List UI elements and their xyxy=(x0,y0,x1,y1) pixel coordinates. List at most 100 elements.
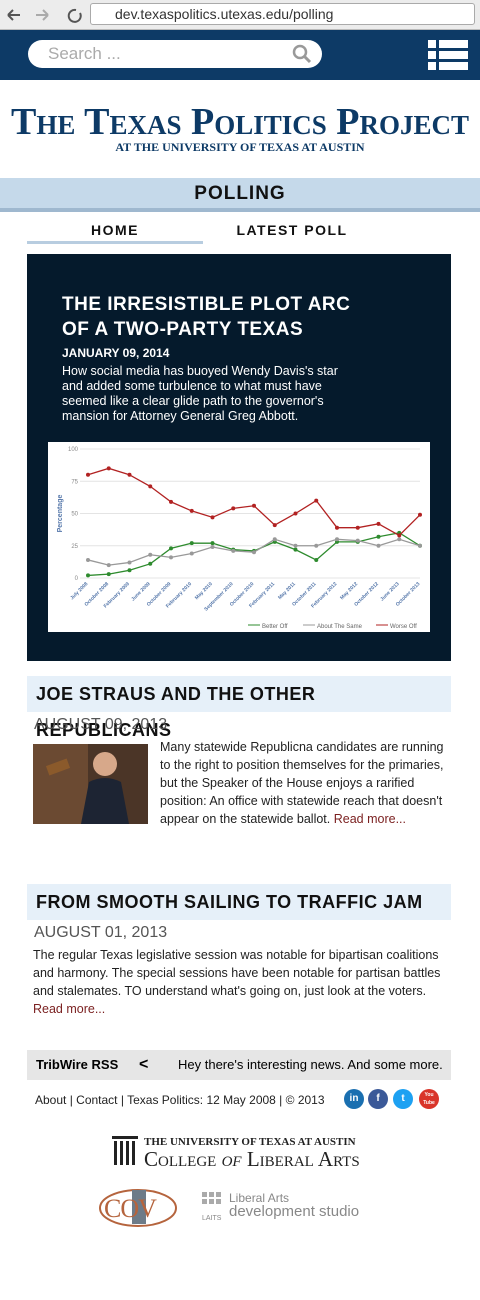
tribwire-label[interactable]: TribWire RSS xyxy=(36,1057,119,1072)
read-more[interactable]: Read more... xyxy=(33,1002,106,1016)
data-point xyxy=(355,525,360,530)
y-tick-label: 100 xyxy=(68,447,79,453)
site-title[interactable]: The Texas Politics Project xyxy=(10,101,470,143)
data-point xyxy=(355,538,360,543)
data-point xyxy=(397,533,402,538)
search-box[interactable]: Search ... xyxy=(28,40,322,68)
ut-tower-icon xyxy=(112,1136,138,1165)
laits-icon xyxy=(202,1192,221,1204)
social-icon[interactable]: in xyxy=(344,1089,364,1109)
article-text: The regular Texas legislative session wa… xyxy=(33,946,445,1018)
data-point xyxy=(86,557,90,562)
section-title: POLLING xyxy=(0,178,480,212)
data-point xyxy=(418,543,422,548)
social-icon[interactable]: You Tube xyxy=(419,1089,439,1109)
menu-icon[interactable] xyxy=(428,38,468,72)
article-date: AUGUST 01, 2013 xyxy=(34,924,168,941)
data-point xyxy=(210,541,215,546)
data-point xyxy=(272,537,277,542)
data-point xyxy=(314,557,319,562)
cov-text: COV xyxy=(104,1194,157,1223)
college-word: College xyxy=(144,1147,217,1171)
data-point xyxy=(148,552,153,557)
article-text: Many statewide Republicna candidates are… xyxy=(160,738,450,828)
data-point xyxy=(418,512,422,517)
data-point xyxy=(127,472,132,477)
data-point xyxy=(86,472,90,477)
legend-label: About The Same xyxy=(317,624,363,630)
read-more[interactable]: Read more... xyxy=(333,812,407,826)
data-point xyxy=(314,543,319,548)
data-point xyxy=(314,498,319,503)
feature-summary: How social media has buoyed Wendy Davis'… xyxy=(62,364,338,423)
article-title[interactable]: FROM SMOOTH SAILING TO TRAFFIC JAM xyxy=(27,884,451,920)
college-name: College of Liberal Arts xyxy=(144,1147,360,1172)
y-tick-label: 75 xyxy=(71,479,78,485)
y-tick-label: 50 xyxy=(71,512,78,518)
footer-link[interactable]: Contact xyxy=(76,1093,118,1107)
laits-bottom: development studio xyxy=(229,1203,360,1220)
data-point xyxy=(189,508,194,513)
nav-buttons[interactable] xyxy=(4,6,84,24)
data-point xyxy=(169,499,173,504)
social-icon[interactable]: f xyxy=(368,1089,388,1109)
data-point xyxy=(86,573,90,578)
data-point xyxy=(335,525,339,530)
feature-date: JANUARY 09, 2014 xyxy=(62,346,170,360)
data-point xyxy=(231,548,236,553)
data-point xyxy=(335,537,339,542)
data-point xyxy=(106,572,111,577)
college-arts: Liberal Arts xyxy=(246,1147,360,1171)
legend-label: Worse Off xyxy=(390,624,417,630)
data-point xyxy=(376,534,381,539)
tribwire-text[interactable]: Hey there's interesting news. And some m… xyxy=(178,1057,443,1072)
laits-top: Liberal Arts xyxy=(229,1191,290,1205)
search-icon[interactable] xyxy=(292,44,312,64)
data-point xyxy=(397,537,402,542)
ut-name: THE UNIVERSITY OF TEXAS AT AUSTIN xyxy=(144,1136,356,1148)
tribwire-arrow[interactable]: < xyxy=(139,1056,149,1073)
data-point xyxy=(169,555,173,560)
url-bar[interactable]: dev.texaspolitics.utexas.edu/polling xyxy=(90,3,475,25)
data-point xyxy=(293,511,298,516)
footer-link[interactable]: Texas Politics: 12 May 2008 xyxy=(127,1093,276,1107)
data-point xyxy=(127,560,132,565)
cov-logo xyxy=(99,1189,177,1227)
footer-text: © 2013 xyxy=(285,1093,325,1107)
article-body: The regular Texas legislative session wa… xyxy=(33,948,441,998)
data-point xyxy=(293,543,298,548)
data-point xyxy=(252,503,256,508)
data-point xyxy=(210,545,215,550)
article-date: AUGUST 09, 2013 xyxy=(34,716,168,733)
site-subtitle: AT THE UNIVERSITY OF TEXAS AT AUSTIN xyxy=(115,140,365,154)
article-photo xyxy=(33,744,148,824)
data-point xyxy=(210,515,215,520)
y-tick-label: 0 xyxy=(75,576,79,582)
data-point xyxy=(148,484,153,489)
data-point xyxy=(376,521,381,526)
social-icon[interactable]: t xyxy=(393,1089,413,1109)
article-title[interactable]: JOE STRAUS AND THE OTHER REPUBLICANS xyxy=(27,676,451,740)
footer-link[interactable]: About xyxy=(35,1093,67,1107)
laits-abbr: LAITS xyxy=(202,1215,222,1222)
data-point xyxy=(148,561,153,566)
data-point xyxy=(252,550,256,555)
browser-bar: dev.texaspolitics.utexas.edu/polling xyxy=(0,0,480,30)
feature-title[interactable]: THE IRRESISTIBLE PLOT ARC OF A TWO-PARTY… xyxy=(62,294,351,340)
data-point xyxy=(272,523,277,528)
y-tick-label: 25 xyxy=(71,544,78,550)
tribwire-bar: TribWire RSS < Hey there's interesting n… xyxy=(27,1050,451,1080)
data-point xyxy=(376,543,381,548)
tab[interactable]: LATEST POLL xyxy=(236,222,348,238)
college-of: of xyxy=(221,1147,242,1171)
data-point xyxy=(127,568,132,573)
data-point xyxy=(231,506,236,511)
data-point xyxy=(189,541,194,546)
footer-links: About | Contact | Texas Politics: 12 May… xyxy=(35,1093,325,1107)
tab[interactable]: HOME xyxy=(27,222,203,244)
y-axis-label: Percentage xyxy=(57,495,64,533)
legend-label: Better Off xyxy=(262,624,288,630)
